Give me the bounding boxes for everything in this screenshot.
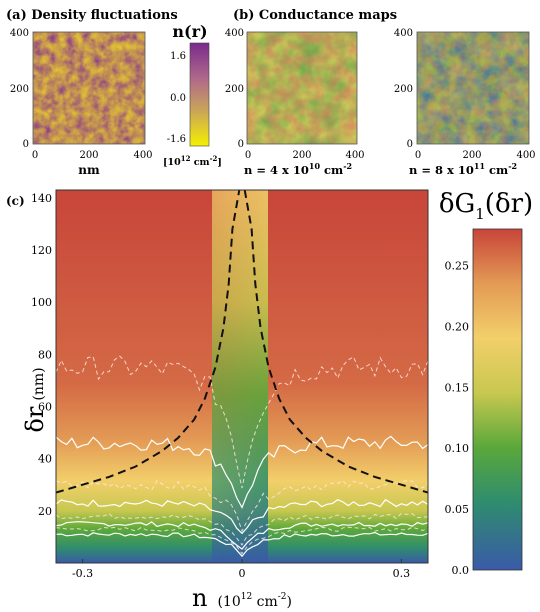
heatmap-colorbar-tick: 0.0 xyxy=(452,564,470,577)
heatmap-center-band xyxy=(212,190,268,563)
panel-a-title: (a) Density fluctuations xyxy=(6,8,178,23)
density-colorbar-unit: [1012 cm-2] xyxy=(163,154,222,168)
density-map xyxy=(32,31,146,145)
panel-a-xtick: 0 xyxy=(32,150,38,161)
contour-lines xyxy=(56,355,428,558)
conductance-map-1 xyxy=(246,31,358,145)
heatmap-colorbar-ticks: 0.25 0.20 0.15 0.10 0.05 0.0 xyxy=(445,260,470,577)
panel-a-xlabel: nm xyxy=(78,163,100,177)
dashed-contour-line xyxy=(56,479,428,533)
map1-xticks: 0 200 400 xyxy=(245,150,365,161)
solid-contour-line xyxy=(56,435,428,509)
panel-b-title: (b) Conductance maps xyxy=(233,8,397,23)
map2-xticks: 0 200 400 xyxy=(415,150,536,161)
dashed-scaling-curve xyxy=(56,190,428,494)
heatmap-yticks: 20 40 60 80 100 120 140 xyxy=(31,192,52,518)
map2-ytick: 200 xyxy=(394,84,413,95)
heatmap-xlabel: n (1012 cm-2) xyxy=(192,584,292,612)
map2-ytick: 0 xyxy=(407,139,413,150)
panel-a-ytick: 0 xyxy=(23,139,29,150)
map1-xtick: 200 xyxy=(292,150,311,161)
map1-ytick: 400 xyxy=(225,28,244,39)
map1-xtick: 0 xyxy=(245,150,251,161)
solid-contour-line xyxy=(56,521,428,550)
map2-label: n = 8 x 1011 cm-2 xyxy=(409,161,517,177)
conductance-map-2 xyxy=(416,31,530,145)
heatmap-colorbar-title: δG1(δr) xyxy=(439,189,533,223)
heatmap-ytick-label: 80 xyxy=(38,348,52,361)
map2-ytick: 400 xyxy=(394,28,413,39)
solid-contour-line xyxy=(56,531,428,558)
heatmap-colorbar xyxy=(472,228,523,571)
panel-a-xtick: 200 xyxy=(79,150,98,161)
density-colorbar-tick: 1.6 xyxy=(170,51,186,62)
heatmap-colorbar-tick: 0.10 xyxy=(445,442,470,455)
panel-a-xtick: 400 xyxy=(133,150,152,161)
heatmap-ytick-label: 140 xyxy=(31,192,52,205)
panel-c-label: (c) xyxy=(6,194,25,208)
heatmap-ytick-label: 60 xyxy=(38,400,52,413)
heatmap-colorbar-tick: 0.25 xyxy=(445,260,470,273)
heatmap-colorbar-tick: 0.20 xyxy=(445,320,470,333)
map2-xtick: 400 xyxy=(516,150,535,161)
map1-ytick: 0 xyxy=(238,139,244,150)
map1-yticks: 400 200 0 xyxy=(225,28,244,150)
panel-a-xticks: 0 200 400 xyxy=(32,150,153,161)
density-colorbar-title: n(r) xyxy=(172,22,207,41)
panel-a-ytick: 200 xyxy=(10,84,29,95)
heatmap-ylabel: δr(nm) xyxy=(21,367,49,432)
heatmap-xtick-label: -0.3 xyxy=(72,567,93,580)
panel-a-yticks: 400 200 0 xyxy=(10,28,29,150)
panel-a-ytick: 400 xyxy=(10,28,29,39)
map2-xtick: 200 xyxy=(462,150,481,161)
heatmap-xtick-label: 0.3 xyxy=(393,567,411,580)
heatmap-xticks: -0.3 0 0.3 xyxy=(72,559,410,580)
solid-contour-line xyxy=(56,498,428,535)
dashed-contour-line xyxy=(56,355,428,489)
map2-xtick: 0 xyxy=(415,150,421,161)
map1-label: n = 4 x 1010 cm-2 xyxy=(244,161,352,177)
heatmap-area xyxy=(56,190,428,563)
density-colorbar-ticks: 1.6 0.0 -1.6 xyxy=(167,51,186,145)
heatmap-colorbar-tick: 0.15 xyxy=(445,381,470,394)
heatmap-ytick-label: 120 xyxy=(31,244,52,257)
heatmap-ytick-label: 40 xyxy=(38,453,52,466)
heatmap-ytick-label: 100 xyxy=(31,296,52,309)
heatmap-colorbar-tick: 0.05 xyxy=(445,503,470,516)
heatmap-ytick-label: 20 xyxy=(38,505,52,518)
heatmap-xtick-label: 0 xyxy=(239,567,246,580)
density-colorbar xyxy=(189,42,210,147)
map1-xtick: 400 xyxy=(345,150,364,161)
dashed-contour-line xyxy=(56,512,428,546)
map2-yticks: 400 200 0 xyxy=(394,28,413,150)
map1-ytick: 200 xyxy=(225,84,244,95)
density-colorbar-tick: -1.6 xyxy=(167,134,186,145)
density-colorbar-tick: 0.0 xyxy=(170,93,186,104)
dashed-contour-line xyxy=(56,526,428,555)
